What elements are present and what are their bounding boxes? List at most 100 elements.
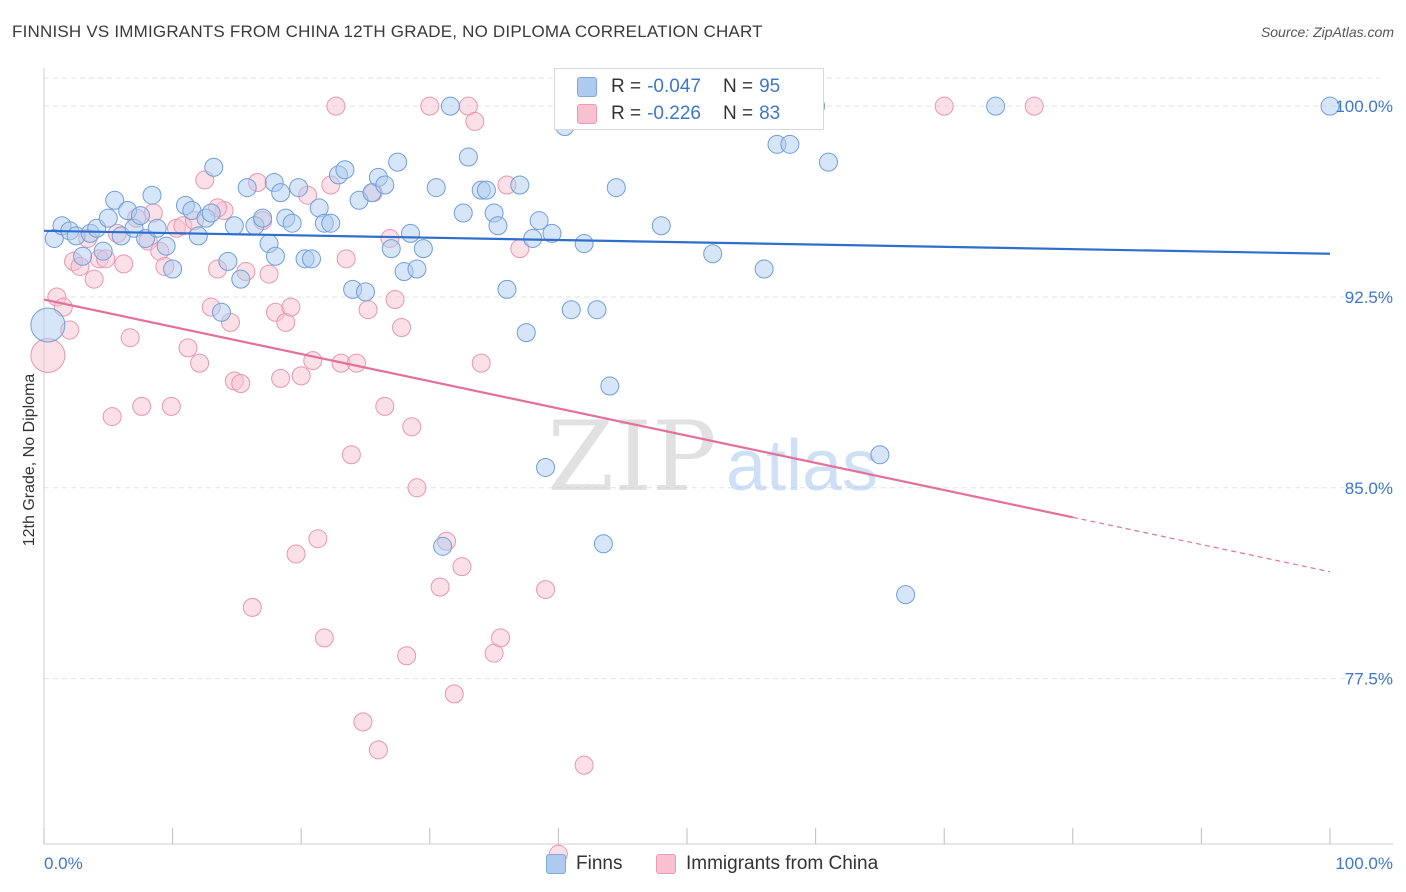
finns-point [510, 175, 530, 195]
china-r-label: R = [611, 103, 642, 124]
legend-row-finns: R = -0.047 N = 95 [577, 75, 780, 99]
finns-point [188, 226, 208, 246]
china-point [308, 529, 328, 549]
china-point [242, 597, 262, 617]
finns-point [30, 307, 66, 343]
axes [43, 68, 1393, 845]
finns-point [574, 234, 594, 254]
finns-legend-label: Finns [576, 853, 623, 874]
bottom-legend-finns[interactable]: Finns [546, 852, 622, 876]
finns-point [587, 300, 607, 320]
china-legend-label: Immigrants from China [686, 853, 879, 874]
china-point [178, 338, 198, 358]
china-point [271, 368, 291, 388]
y-tick-label: 100.0% [1335, 97, 1393, 116]
finns-point [407, 259, 427, 279]
china-point [1024, 96, 1044, 116]
finns-point [703, 244, 723, 264]
legend-row-china: R = -0.226 N = 83 [577, 102, 780, 126]
finns-point [204, 157, 224, 177]
china-point [120, 328, 140, 348]
bottom-legend-china[interactable]: Immigrants from China [656, 852, 878, 876]
finns-point [375, 175, 395, 195]
china-point [326, 96, 346, 116]
finns-point [218, 251, 238, 271]
finns-n-label: N = [722, 76, 754, 97]
finns-point [282, 213, 302, 233]
china-point [491, 628, 511, 648]
finns-point [130, 206, 150, 226]
finns-point [651, 216, 671, 236]
finns-point [476, 180, 496, 200]
finns-point [156, 236, 176, 256]
finns-point [600, 376, 620, 396]
finns-point [606, 178, 626, 198]
china-point [392, 318, 412, 338]
china-point [336, 249, 356, 269]
finns-point [453, 203, 473, 223]
china-point [471, 353, 491, 373]
china-point [341, 445, 361, 465]
finns-point [356, 282, 375, 302]
finns-point [211, 302, 231, 322]
china-point [102, 407, 122, 427]
finns-point [224, 216, 244, 236]
china-point [358, 300, 378, 320]
china-point [407, 478, 427, 498]
china-point [314, 628, 334, 648]
trendlines [43, 229, 1331, 573]
finns-point [536, 457, 556, 477]
china-point [536, 580, 556, 600]
finns-point [335, 160, 355, 180]
finns-point [497, 279, 517, 299]
y-tick-label: 85.0% [1345, 479, 1393, 498]
china-point [934, 96, 954, 116]
finns-legend-swatch [546, 854, 566, 874]
tick-labels: 100.0% 92.5% 85.0% 77.5% 0.0% 100.0% [44, 97, 1393, 873]
finns-point [413, 239, 433, 259]
china-point [385, 290, 405, 310]
finns-point [289, 178, 309, 198]
finns-point [780, 134, 800, 154]
finns-point [265, 246, 285, 266]
finns-r-label: R = [611, 76, 642, 97]
watermark-zip: ZIP [547, 401, 716, 513]
finns-point [301, 249, 321, 269]
china-point [420, 96, 440, 116]
finns-point [1320, 96, 1340, 116]
finns-point [561, 300, 581, 320]
china-point [353, 712, 373, 732]
finns-point [593, 534, 613, 554]
correlation-legend: R = -0.047 N = 95 R = -0.226 N = 83 [554, 68, 824, 130]
finns-point [253, 208, 273, 228]
finns-point [93, 241, 113, 261]
china-point [291, 366, 311, 386]
chart-title: FINNISH VS IMMIGRANTS FROM CHINA 12TH GR… [12, 22, 763, 41]
china-n-label: N = [722, 103, 754, 124]
finns-point [321, 213, 341, 233]
finns-point [754, 259, 774, 279]
watermark: ZIP atlas [547, 401, 878, 513]
china-point [444, 684, 464, 704]
finns-point [440, 96, 460, 116]
china-point [259, 264, 279, 284]
china-legend-swatch [656, 854, 676, 874]
finns-point [147, 218, 167, 238]
china-point [281, 297, 301, 317]
china-n-value: 83 [759, 103, 781, 124]
finns-n-value: 95 [759, 76, 781, 97]
watermark-atlas: atlas [726, 426, 878, 506]
china-point [574, 755, 594, 775]
x-tick-label-max: 100.0% [1335, 854, 1393, 873]
china-point [286, 544, 306, 564]
china-swatch [577, 104, 597, 124]
finns-point [818, 152, 838, 172]
china-trendline-extension [1072, 516, 1331, 573]
finns-trendline [43, 229, 1331, 255]
y-tick-label: 92.5% [1345, 288, 1393, 307]
finns-point [142, 185, 162, 205]
x-tick-label-min: 0.0% [44, 854, 83, 873]
finns-point [488, 216, 508, 236]
china-point [132, 396, 152, 416]
